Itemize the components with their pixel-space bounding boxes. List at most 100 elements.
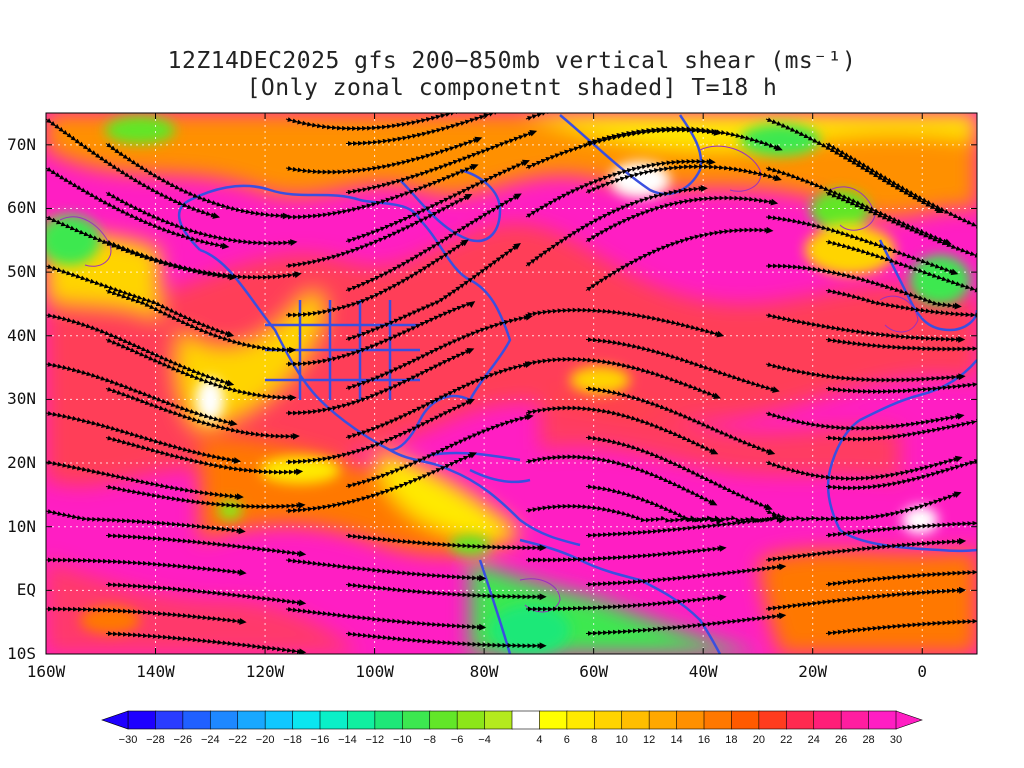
colorbar-swatch: [209, 710, 239, 730]
axis-ticks: [45, 113, 977, 655]
colorbar-label: 28: [862, 734, 875, 746]
lat-label: 30N: [7, 389, 36, 409]
streamline-arrow: [460, 239, 469, 247]
streamline: [46, 606, 246, 624]
lon-label: 60W: [579, 662, 609, 681]
streamline-arrow: [766, 226, 774, 234]
colorbar-swatch: [840, 710, 870, 730]
colorbar-swatch: [539, 710, 568, 730]
colorbar-swatch: [484, 710, 513, 730]
streamline-arrow: [1018, 312, 1024, 317]
streamline: [825, 411, 977, 442]
lat-label: 40N: [7, 325, 36, 345]
lon-label: 80W: [469, 662, 499, 681]
streamline-arrow: [1020, 569, 1024, 574]
streamline-arrow: [479, 574, 487, 582]
streamline: [825, 376, 977, 395]
streamline-arrow: [298, 550, 307, 558]
title-line-2: [Only zonal componetnt shaded] T=18 h: [246, 75, 778, 101]
colorbar-swatch: [182, 710, 212, 730]
streamline-arrow: [466, 347, 475, 355]
streamline-arrow: [778, 612, 787, 620]
streamline-arrow: [1018, 410, 1024, 415]
streamline-arrow: [778, 563, 787, 571]
colorbar-label: 24: [807, 734, 820, 746]
lat-label: 10S: [7, 644, 36, 663]
colorbar-swatch: [319, 710, 349, 730]
streamline: [345, 533, 546, 551]
streamline-arrow: [467, 398, 475, 405]
lat-label: 20N: [7, 453, 36, 473]
colorbar-label: 10: [615, 734, 628, 746]
streamline: [825, 448, 977, 491]
streamline-arrow: [524, 361, 533, 368]
streamline: [526, 546, 726, 563]
colorbar-swatch: [127, 710, 157, 730]
colorbar-swatch: [813, 710, 842, 730]
streamline: [825, 288, 977, 318]
colorbar-swatch: [621, 710, 650, 730]
colorbar-label: −8: [423, 734, 436, 746]
colorbar-label: 8: [591, 734, 598, 746]
streamline-arrow: [708, 158, 716, 166]
streamline-arrow: [298, 648, 307, 654]
streamline-arrow: [958, 586, 967, 594]
streamline-arrow: [953, 491, 962, 498]
colorbar-label: −30: [118, 734, 138, 746]
streamline: [105, 582, 306, 605]
streamline-arrow: [479, 623, 487, 631]
colorbar-label: −28: [146, 734, 165, 746]
title-line-1: 12Z14DEC2025 gfs 200−850mb vertical shea…: [167, 48, 857, 74]
streamline: [525, 356, 720, 399]
streamline: [765, 538, 966, 563]
colorbar-label: −14: [338, 734, 357, 746]
colorbar-swatch: [374, 710, 404, 730]
colorbar-swatch: [511, 710, 541, 730]
streamline-arrow: [513, 243, 521, 250]
colorbar-swatch: [401, 710, 431, 730]
streamline: [105, 631, 306, 654]
streamline: [46, 509, 245, 534]
streamline-arrow: [1020, 343, 1024, 348]
streamline-arrow: [467, 301, 476, 308]
streamline-arrow: [767, 448, 776, 456]
colorbar-label: 22: [780, 734, 793, 746]
colorbar-swatch: [648, 710, 678, 730]
lat-label: EQ: [16, 580, 36, 600]
colorbar-swatch: [237, 710, 266, 730]
colorbar-swatch: [566, 710, 596, 730]
colorbar-swatch: [731, 710, 760, 730]
streamline-arrow: [1015, 447, 1021, 452]
colorbar-label: −12: [365, 734, 385, 746]
streamline-arrow: [958, 537, 967, 545]
lon-label: 40W: [688, 662, 718, 681]
colorbar-label: 30: [889, 734, 903, 746]
lon-label: 20W: [798, 662, 828, 681]
streamline: [345, 631, 546, 649]
streamline: [285, 452, 477, 514]
streamline-arrow: [700, 185, 708, 192]
streamline-arrow: [239, 618, 247, 625]
colorbar: [101, 710, 923, 730]
map-frame: [45, 112, 978, 655]
shaded-field: [46, 113, 977, 654]
colorbar-label: 16: [697, 734, 711, 746]
streamline: [285, 606, 486, 630]
streamline: [345, 582, 546, 600]
colorbar-swatch: [456, 710, 486, 730]
colorbar-swatch: [703, 710, 733, 730]
colorbar-label: 26: [835, 734, 848, 746]
streamline: [825, 519, 977, 538]
colorbar-swatch: [676, 710, 705, 730]
streamline: [765, 492, 961, 522]
streamline-arrow: [774, 174, 782, 182]
streamline-arrow: [476, 103, 482, 108]
streamline: [825, 568, 977, 587]
lon-label: 0: [917, 662, 928, 681]
streamline: [585, 564, 786, 587]
streamline-arrow: [716, 84, 722, 89]
streamline: [525, 127, 720, 170]
streamline-arrow: [238, 527, 246, 535]
colorbar-swatch: [785, 710, 815, 730]
colorbar-label: 6: [563, 734, 570, 746]
